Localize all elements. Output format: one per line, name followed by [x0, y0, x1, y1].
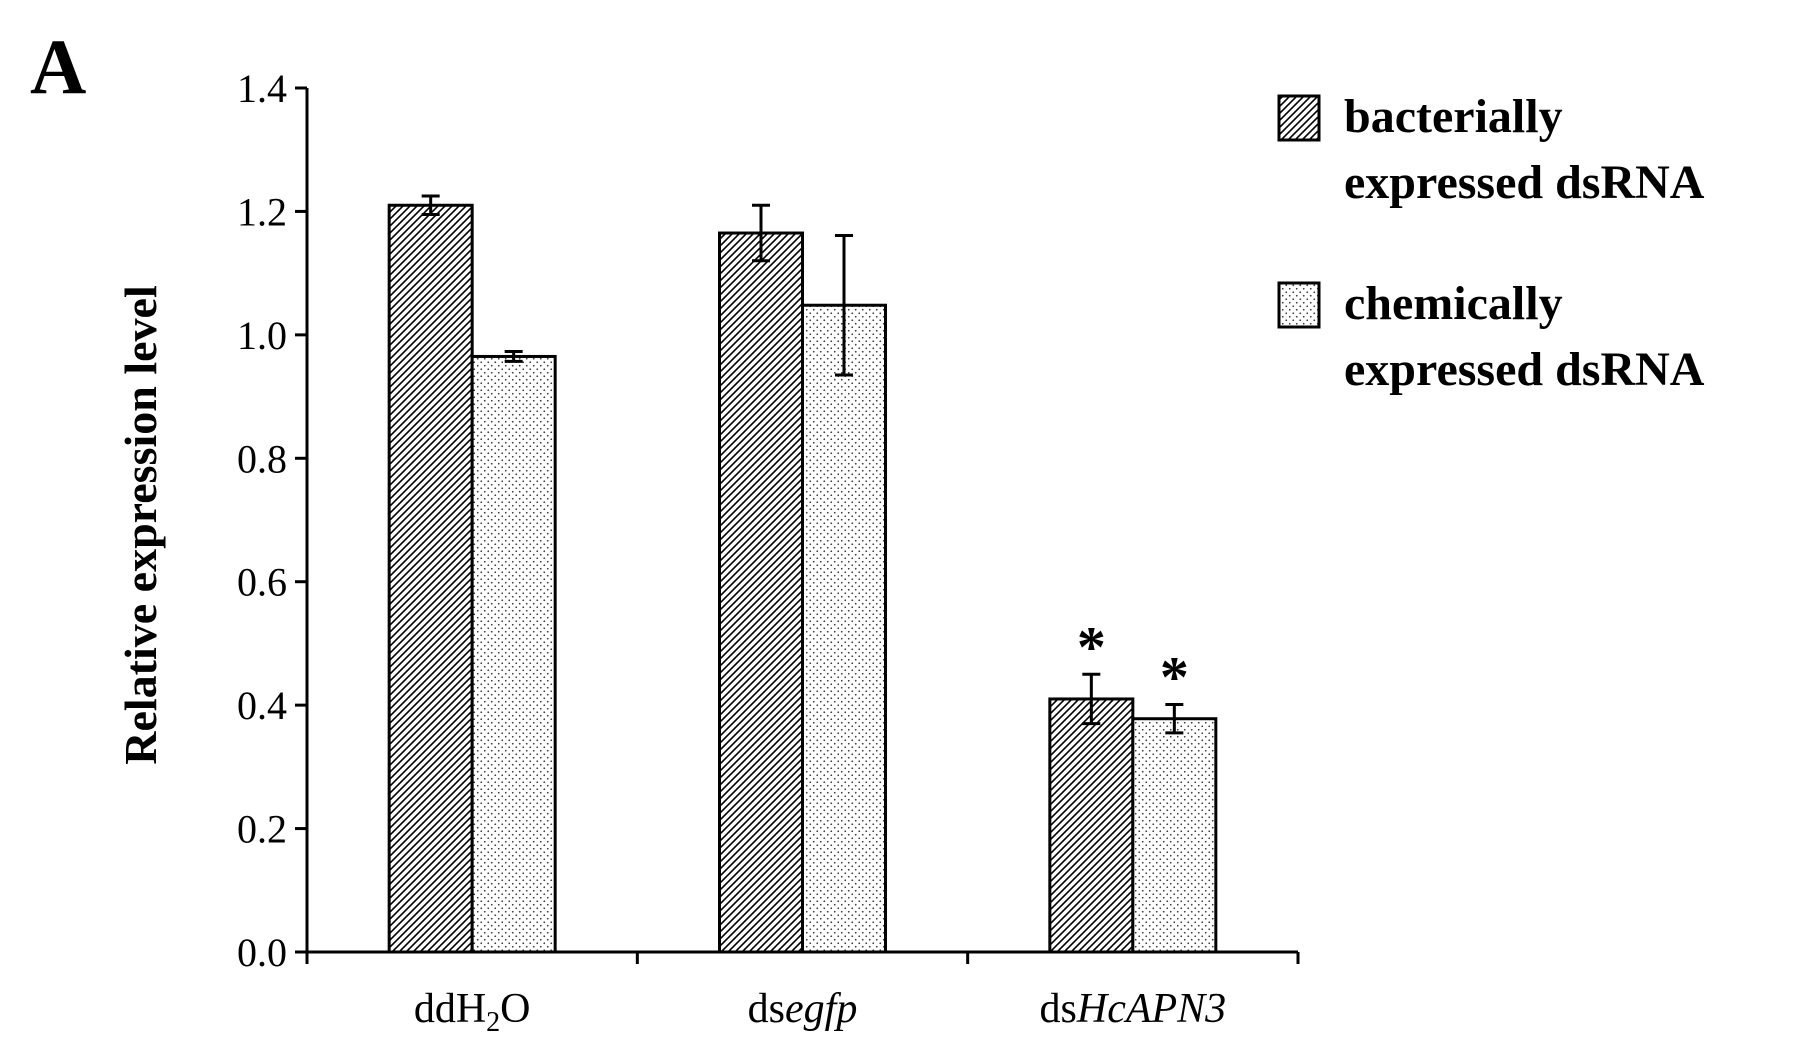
y-tick-label: 0.2 [237, 807, 287, 852]
x-tick-label: dsegfp [748, 986, 858, 1032]
y-tick-label: 1.0 [237, 313, 287, 358]
bar [1131, 717, 1218, 954]
x-tick-label: ddH2O [414, 986, 531, 1038]
legend-label-line1: bacterially [1344, 90, 1563, 143]
legend-label-line2: expressed dsRNA [1344, 343, 1705, 396]
x-label-italic: HcAPN3 [1076, 986, 1226, 1032]
axes: 0.0 0.2 0.4 0.6 0.8 1.0 1.2 1.4 [237, 66, 1300, 975]
y-tick-label: 0.4 [237, 683, 287, 728]
significance-marker: * [1077, 614, 1106, 679]
y-tick-label: 1.2 [237, 189, 287, 234]
bar [470, 354, 557, 954]
y-tick-label: 0.8 [237, 436, 287, 481]
legend-swatch [1277, 281, 1321, 329]
bars: * * [387, 194, 1218, 954]
x-label-subscript: 2 [486, 1007, 500, 1038]
x-label-prefix: ds [748, 986, 785, 1032]
bar [1048, 697, 1135, 954]
y-axis-label: Relative expression level [115, 285, 166, 765]
x-label-prefix: ds [1040, 986, 1077, 1032]
bar [801, 303, 887, 954]
bar [718, 231, 804, 954]
x-label-italic: egfp [785, 986, 857, 1032]
x-label-suffix: O [500, 986, 530, 1032]
significance-marker: * [1160, 645, 1189, 710]
panel-label: A [30, 23, 86, 110]
y-tick-label: 1.4 [237, 66, 287, 111]
y-tick-label: 0.0 [237, 930, 287, 975]
legend-swatch [1277, 94, 1321, 142]
legend-label-line1: chemically [1344, 277, 1563, 330]
bar [387, 203, 474, 954]
x-label-prefix: ddH [414, 986, 486, 1032]
legend: bacterially expressed dsRNA chemically expr… [1277, 90, 1705, 396]
x-tick-labels: ddH2O dsegfp dsHcAPN3 [414, 986, 1226, 1038]
legend-label-line2: expressed dsRNA [1344, 156, 1705, 209]
y-tick-label: 0.6 [237, 560, 287, 605]
x-tick-label: dsHcAPN3 [1040, 986, 1227, 1032]
